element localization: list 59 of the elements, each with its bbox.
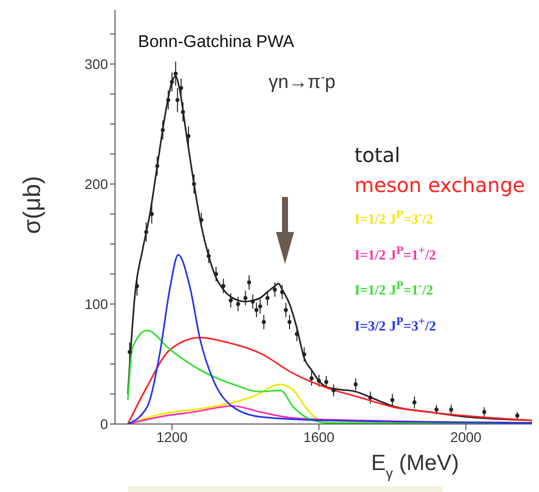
text: I=1/2 J$^{P}$=1$^{+}$/2	[354, 242, 437, 266]
point	[332, 388, 336, 392]
point	[324, 380, 328, 384]
point	[236, 302, 240, 306]
point	[180, 110, 185, 114]
point	[247, 280, 252, 284]
point	[390, 398, 394, 402]
x-tick-label: 1600	[303, 428, 335, 445]
point	[144, 230, 148, 234]
point	[179, 86, 184, 90]
point	[284, 308, 288, 312]
point	[302, 352, 306, 356]
point	[354, 382, 358, 386]
point	[166, 98, 170, 102]
text: meson exchange	[354, 172, 525, 199]
text: γn→π$^{-}$p	[268, 70, 336, 93]
point	[250, 300, 255, 304]
point	[135, 284, 140, 288]
text: I=3/2 J$^{P}$=3$^{+}$/2	[354, 314, 437, 337]
point	[316, 378, 321, 383]
point	[288, 320, 292, 324]
point	[214, 272, 218, 276]
y-tick-label: 200	[84, 176, 108, 192]
point	[174, 72, 178, 76]
text: Bonn-Gatchina PWA	[138, 32, 295, 51]
point	[482, 410, 486, 414]
point	[170, 80, 174, 84]
point	[258, 304, 262, 308]
point	[192, 182, 196, 186]
text: total	[354, 142, 402, 169]
point	[254, 308, 258, 312]
point	[412, 400, 416, 404]
point	[160, 128, 165, 132]
point	[368, 396, 372, 400]
y-tick-label: 0	[100, 416, 108, 432]
point	[262, 320, 266, 324]
point	[128, 350, 132, 354]
point	[280, 290, 284, 294]
point	[310, 376, 314, 380]
point	[434, 408, 438, 412]
point	[150, 212, 154, 216]
x-tick-label: 1200	[156, 428, 188, 445]
point	[265, 296, 270, 300]
text: I=1/2 J$^{P}$=1$^{-}$/2	[354, 278, 434, 301]
point	[221, 284, 226, 288]
point	[155, 164, 160, 168]
point	[206, 254, 211, 258]
y-axis-title: σ(μb)	[19, 176, 46, 234]
point	[199, 218, 204, 222]
text: I=1/2 J$^{P}$=3$^{-}$/2	[354, 207, 434, 230]
point	[175, 98, 180, 102]
y-tick-label: 300	[84, 56, 108, 72]
y-tick-label: 100	[84, 296, 108, 312]
point	[272, 288, 277, 292]
point	[243, 296, 248, 300]
x-tick-label: 2000	[450, 428, 482, 445]
point	[449, 408, 454, 412]
x-axis-title: E$_{γ}$ (MeV)	[371, 450, 459, 482]
point	[228, 298, 233, 302]
